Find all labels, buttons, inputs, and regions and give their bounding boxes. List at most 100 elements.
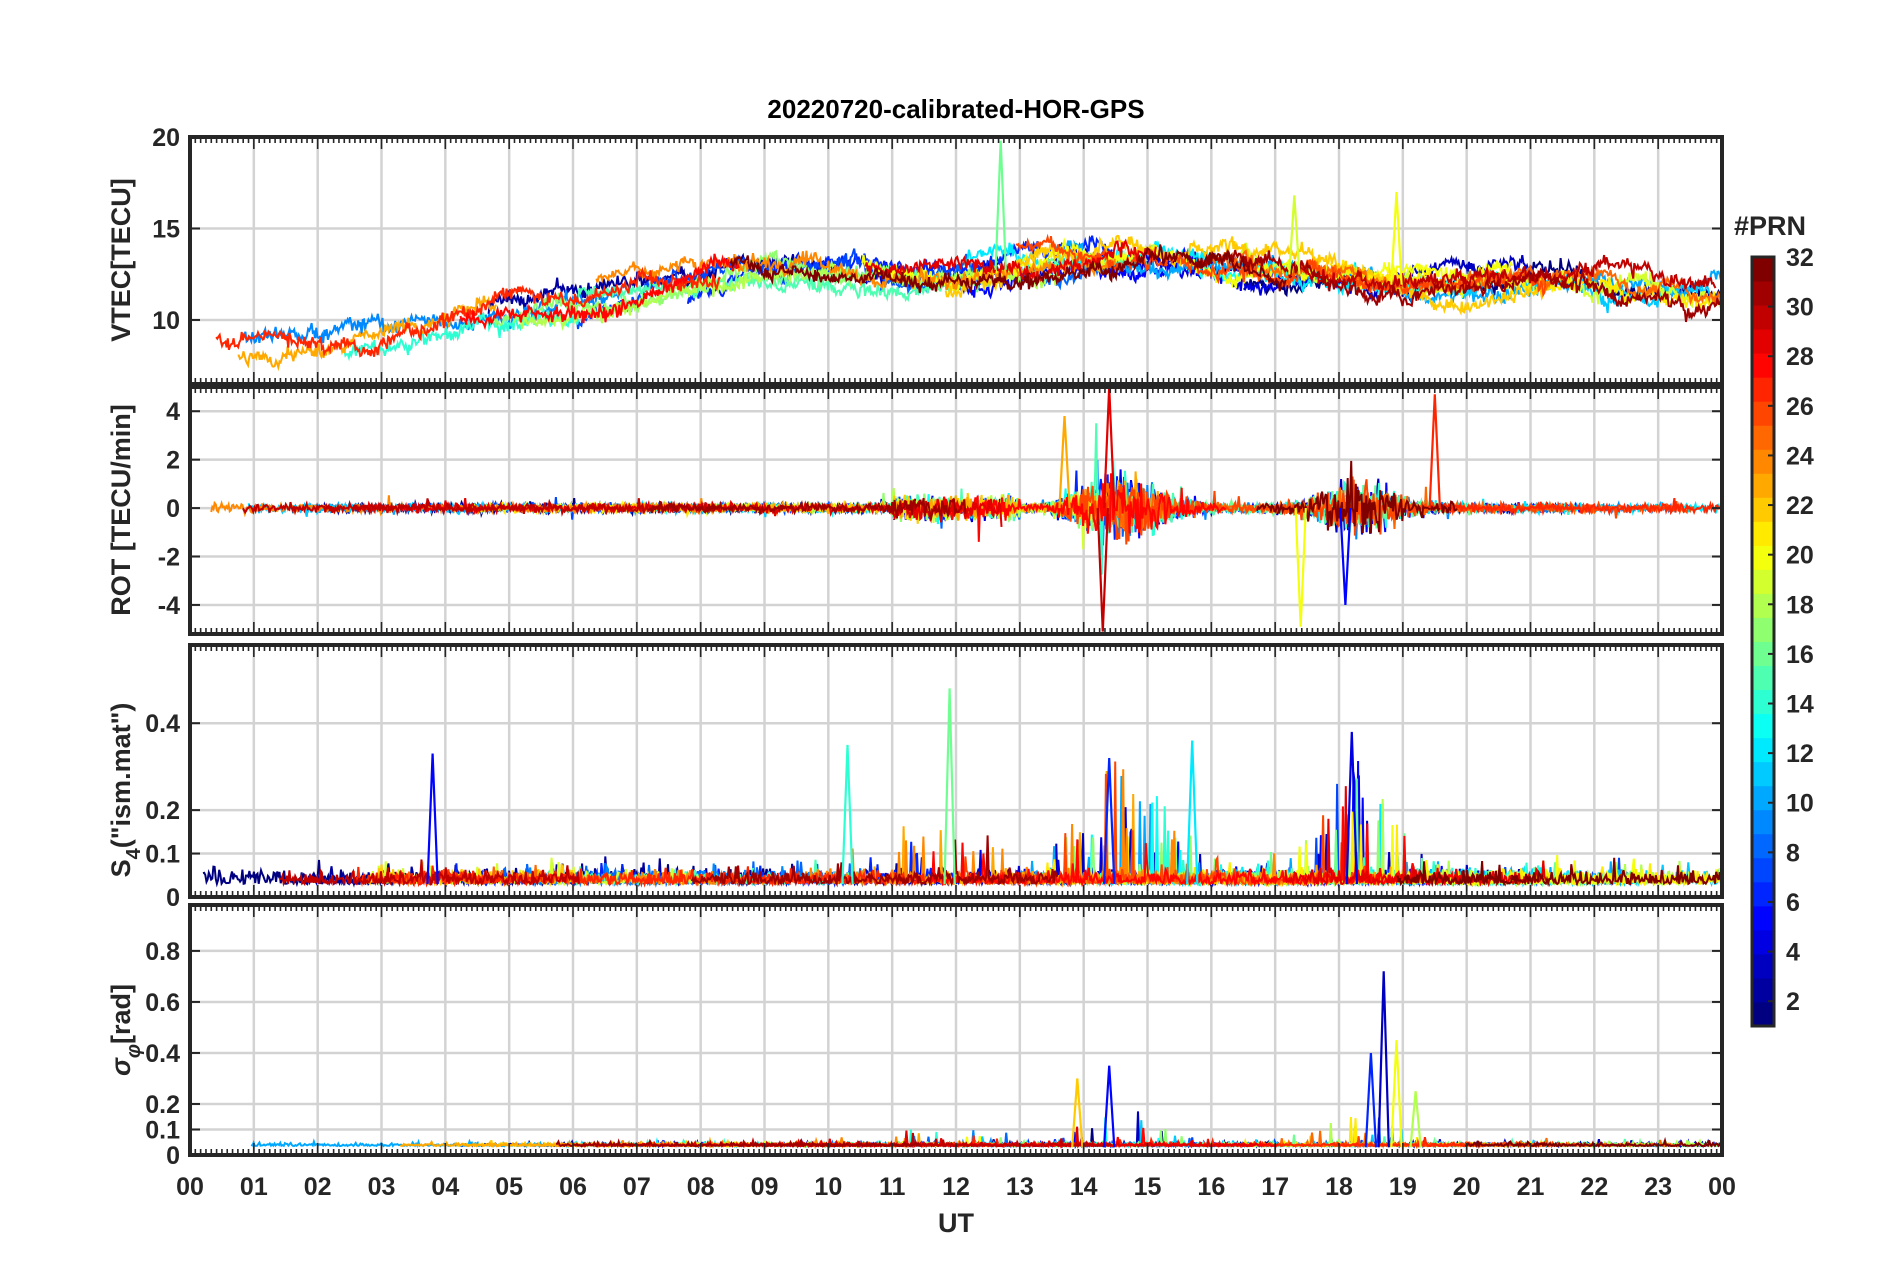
- x-tick-label: 10: [814, 1173, 842, 1201]
- x-tick-label: 20: [1453, 1173, 1481, 1201]
- y-axis-label-sigma_phi: σφ[rad]: [106, 984, 145, 1076]
- colorbar-segment: [1752, 449, 1774, 474]
- x-tick-label: 04: [431, 1173, 459, 1201]
- colorbar-segment: [1752, 689, 1774, 715]
- y-axis-label-rot: ROT [TECU/min]: [106, 404, 136, 615]
- series-spike-prn-22: [1071, 1078, 1084, 1148]
- x-tick-label: 09: [751, 1173, 779, 1201]
- y-tick-label: 15: [152, 215, 180, 243]
- series-spike-prn-5: [426, 753, 439, 885]
- colorbar-tick-label: 2: [1786, 988, 1800, 1016]
- colorbar-tick-label: 18: [1786, 591, 1814, 619]
- series-spike-prn-20: [1390, 191, 1403, 285]
- series-line-prn-30: [242, 498, 718, 517]
- panel-rot: -4 -2 0 2 4 ROT [TECU/min]: [106, 385, 1724, 636]
- series-line-prn-23: [237, 295, 497, 372]
- colorbar-tick-label: 20: [1786, 542, 1814, 570]
- series-spike-prn-20: [1294, 508, 1307, 627]
- x-tick-label: 17: [1261, 1173, 1289, 1201]
- colorbar-tick-label: 14: [1786, 691, 1814, 719]
- panel-vtec-series: [215, 140, 1722, 372]
- colorbar-segment: [1752, 425, 1774, 450]
- colorbar-segment: [1752, 809, 1774, 835]
- series-line-prn-30: [279, 859, 580, 888]
- colorbar-segment: [1752, 473, 1774, 498]
- colorbar-segment: [1752, 353, 1774, 378]
- series-spike-prn-5: [1339, 508, 1352, 605]
- x-tick-label: 03: [368, 1173, 396, 1201]
- panel-s4-minor-ticks: [194, 645, 1718, 897]
- colorbar-segment: [1752, 305, 1774, 330]
- colorbar-segment: [1752, 329, 1774, 354]
- panel-s4-grid: [190, 645, 1722, 897]
- y-tick-label: 0.1: [145, 841, 180, 869]
- colorbar-segment: [1752, 737, 1774, 763]
- colorbar-segment: [1752, 977, 1774, 1003]
- colorbar-frame: [1750, 255, 1776, 1028]
- chart-title: 20220720-calibrated-HOR-GPS: [767, 94, 1144, 124]
- series-spike-prn-4: [1345, 731, 1358, 885]
- x-tick-label: 14: [1070, 1173, 1098, 1201]
- x-tick-label: 00: [1708, 1173, 1736, 1201]
- colorbar-tick-label: 26: [1786, 393, 1814, 421]
- colorbar-segment: [1752, 521, 1774, 546]
- colorbar-segment: [1752, 569, 1774, 594]
- series-line-prn-32: [1464, 1136, 1722, 1150]
- colorbar-segment: [1752, 857, 1774, 883]
- series-line-prn-31: [690, 835, 1059, 888]
- colorbar-tick-label: 12: [1786, 740, 1814, 768]
- x-tick-label: 18: [1325, 1173, 1353, 1201]
- x-tick-label: 05: [495, 1173, 523, 1201]
- panel-sigma_phi: 00.10.2 0.4 0.6 0.8σφ[rad]: [106, 903, 1724, 1170]
- x-axis-ticks: 00 01 02 03 04 05 06 07 08 09 10 11 12 13 14 15 16 17 18 19…: [176, 1173, 1736, 1201]
- series-spike-prn-5: [1103, 1065, 1116, 1148]
- colorbar-segment: [1752, 785, 1774, 811]
- series-line-prn-15: [576, 272, 959, 303]
- series-spike-prn-20: [1390, 1040, 1403, 1148]
- x-tick-label: 02: [304, 1173, 332, 1201]
- series-line-prn-31: [1193, 248, 1722, 323]
- panel-rot-minor-ticks: [194, 387, 1718, 634]
- colorbar-tick-label: 30: [1786, 294, 1814, 322]
- y-tick-label: 0.6: [145, 989, 180, 1017]
- series-line-prn-32: [729, 244, 1287, 293]
- colorbar-segment: [1752, 905, 1774, 931]
- y-tick-label: -2: [158, 544, 180, 572]
- series-line-prn-31: [647, 497, 967, 521]
- y-tick-label: 0.4: [145, 710, 180, 738]
- x-tick-label: 08: [687, 1173, 715, 1201]
- colorbar-tick-label: 22: [1786, 492, 1814, 520]
- y-tick-label: 10: [152, 307, 180, 335]
- colorbar-tick-label: 24: [1786, 442, 1814, 470]
- series-line-prn-14: [342, 307, 580, 362]
- panel-rot-series: [210, 387, 1722, 632]
- panel-vtec-minor-ticks: [194, 137, 1718, 384]
- y-axis-label-s4: S4("ism.mat"): [106, 703, 145, 878]
- colorbar-segment: [1752, 401, 1774, 426]
- colorbar-segment: [1752, 281, 1774, 306]
- colorbar-segment: [1752, 929, 1774, 955]
- series-spike-prn-6: [1364, 1052, 1378, 1148]
- series-spike-prn-23: [1058, 416, 1071, 509]
- x-axis-label: UT: [938, 1208, 974, 1238]
- x-tick-label: 23: [1644, 1173, 1672, 1201]
- x-tick-label: 19: [1389, 1173, 1417, 1201]
- series-line-prn-28: [459, 253, 740, 331]
- y-tick-label: 0.2: [145, 797, 180, 825]
- colorbar-segment: [1752, 1001, 1774, 1027]
- colorbar-segment: [1752, 617, 1774, 642]
- colorbar-segment: [1752, 497, 1774, 522]
- panel-vtec: 10 15 20 VTEC[TECU]: [106, 124, 1724, 386]
- colorbar-tick-label: 10: [1786, 790, 1814, 818]
- colorbar-segment: [1752, 833, 1774, 859]
- x-tick-label: 13: [1006, 1173, 1034, 1201]
- panel-vtec-grid: [190, 137, 1722, 384]
- colorbar-segment: [1752, 665, 1774, 691]
- y-tick-label: 2: [166, 447, 180, 475]
- series-line-prn-27: [215, 266, 721, 358]
- x-tick-label: 07: [623, 1173, 651, 1201]
- panel-s4-series: [202, 688, 1722, 888]
- series-spike-prn-14: [841, 744, 854, 885]
- y-tick-label: 0: [166, 495, 180, 523]
- colorbar-segment: [1752, 593, 1774, 618]
